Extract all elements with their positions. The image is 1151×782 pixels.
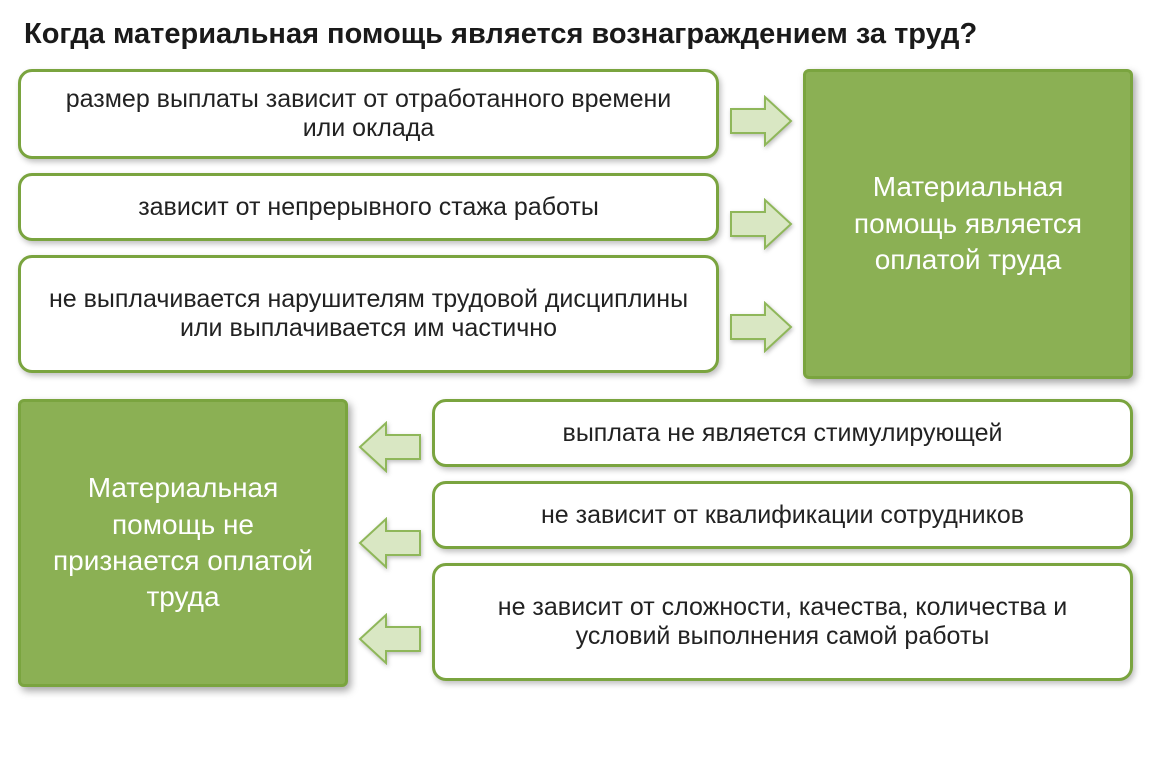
bottom-arrows-column bbox=[348, 399, 432, 687]
result-box-is-payment: Материальная помощь является оплатой тру… bbox=[803, 69, 1133, 379]
top-result-column: Материальная помощь является оплатой тру… bbox=[803, 69, 1133, 379]
criteria-box: размер выплаты зависит от отработанного … bbox=[18, 69, 719, 159]
section-is-labor-payment: размер выплаты зависит от отработанного … bbox=[18, 69, 1133, 379]
section-not-labor-payment: Материальная помощь не признается оплато… bbox=[18, 399, 1133, 687]
arrow-left-icon bbox=[358, 613, 422, 665]
arrow-right-icon bbox=[729, 301, 793, 353]
arrow-left-icon bbox=[358, 421, 422, 473]
bottom-result-column: Материальная помощь не признается оплато… bbox=[18, 399, 348, 687]
page-title: Когда материальная помощь является возна… bbox=[24, 18, 1133, 51]
top-criteria-column: размер выплаты зависит от отработанного … bbox=[18, 69, 719, 379]
arrow-right-icon bbox=[729, 198, 793, 250]
criteria-box: не зависит от сложности, качества, колич… bbox=[432, 563, 1133, 681]
arrow-right-icon bbox=[729, 95, 793, 147]
criteria-box: не выплачивается нарушителям трудовой ди… bbox=[18, 255, 719, 373]
arrow-left-icon bbox=[358, 517, 422, 569]
criteria-box: зависит от непрерывного стажа работы bbox=[18, 173, 719, 241]
criteria-box: не зависит от квалификации сотрудников bbox=[432, 481, 1133, 549]
criteria-box: выплата не является стимулирующей bbox=[432, 399, 1133, 467]
result-box-not-payment: Материальная помощь не признается оплато… bbox=[18, 399, 348, 687]
bottom-criteria-column: выплата не является стимулирующей не зав… bbox=[432, 399, 1133, 687]
top-arrows-column bbox=[719, 69, 803, 379]
